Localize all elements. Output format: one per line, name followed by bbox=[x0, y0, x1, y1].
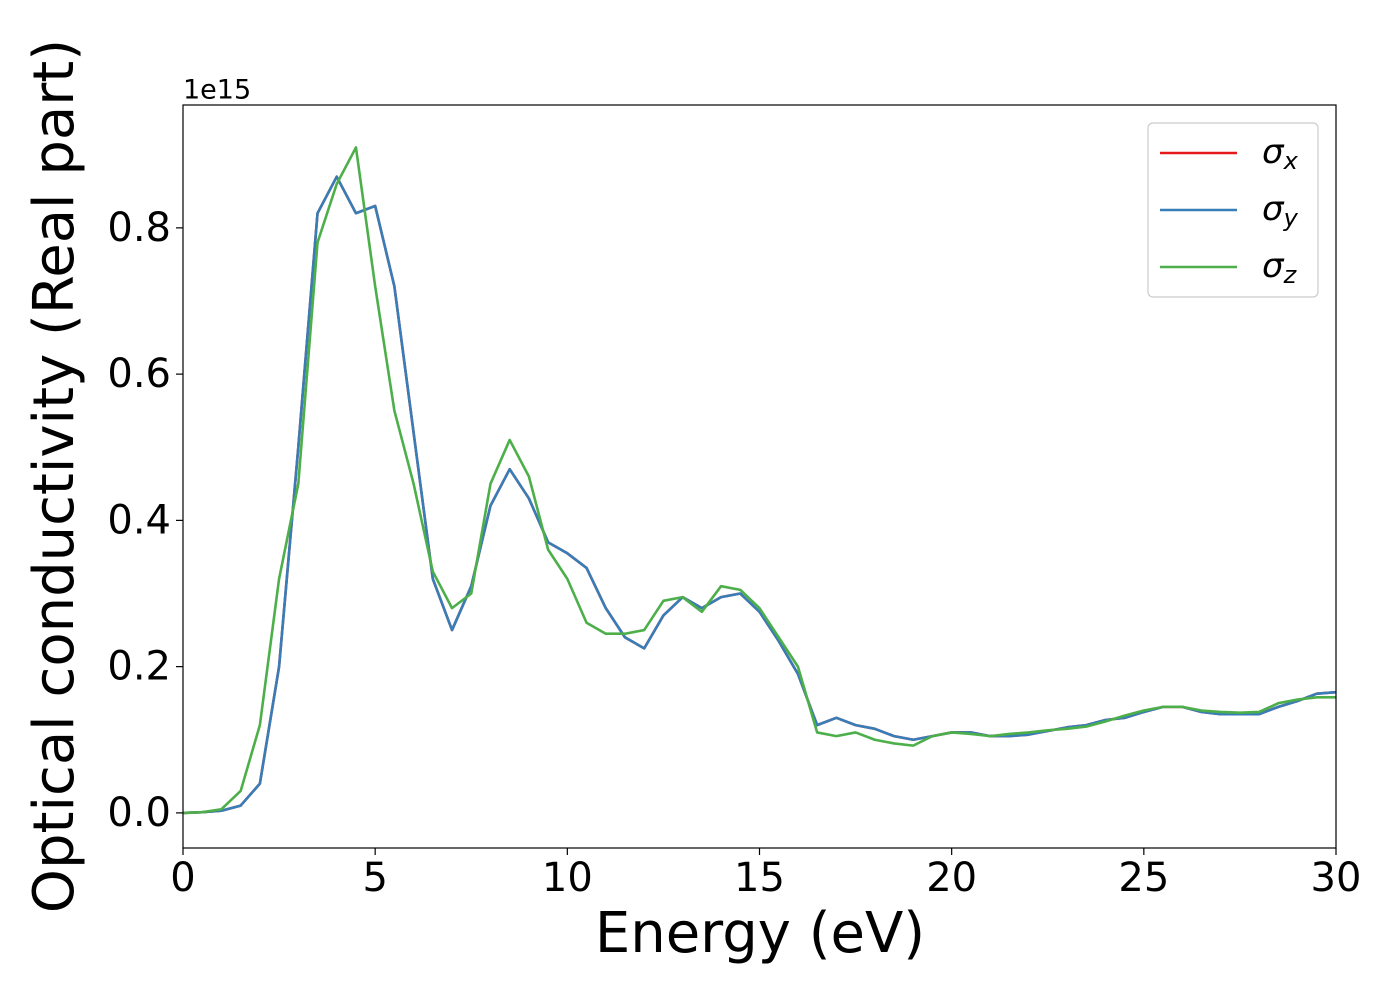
x-tick-label: 20 bbox=[926, 855, 977, 901]
y-tick-label: 0.8 bbox=[107, 205, 171, 251]
x-axis-label: Energy (eV) bbox=[595, 901, 925, 966]
legend-label: σz bbox=[1262, 246, 1298, 290]
y-tick-label: 0.2 bbox=[107, 644, 171, 690]
y-tick-label: 0.6 bbox=[107, 351, 171, 397]
x-tick-label: 15 bbox=[734, 855, 785, 901]
y-offset-label: 1e15 bbox=[183, 75, 251, 106]
y-tick-label: 0.4 bbox=[107, 497, 171, 543]
x-tick-label: 30 bbox=[1311, 855, 1362, 901]
series-line bbox=[183, 146, 1336, 815]
legend-label: σx bbox=[1262, 132, 1299, 176]
x-tick-label: 10 bbox=[542, 855, 593, 901]
series-line bbox=[183, 175, 1336, 815]
legend-label: σy bbox=[1262, 189, 1299, 233]
plot-frame bbox=[182, 104, 1337, 849]
y-tick-label: 0.0 bbox=[107, 790, 171, 836]
x-tick-label: 5 bbox=[362, 855, 387, 901]
x-tick-label: 0 bbox=[170, 855, 195, 901]
x-tick-label: 25 bbox=[1118, 855, 1169, 901]
y-axis-label: Optical conductivity (Real part) bbox=[22, 39, 87, 913]
